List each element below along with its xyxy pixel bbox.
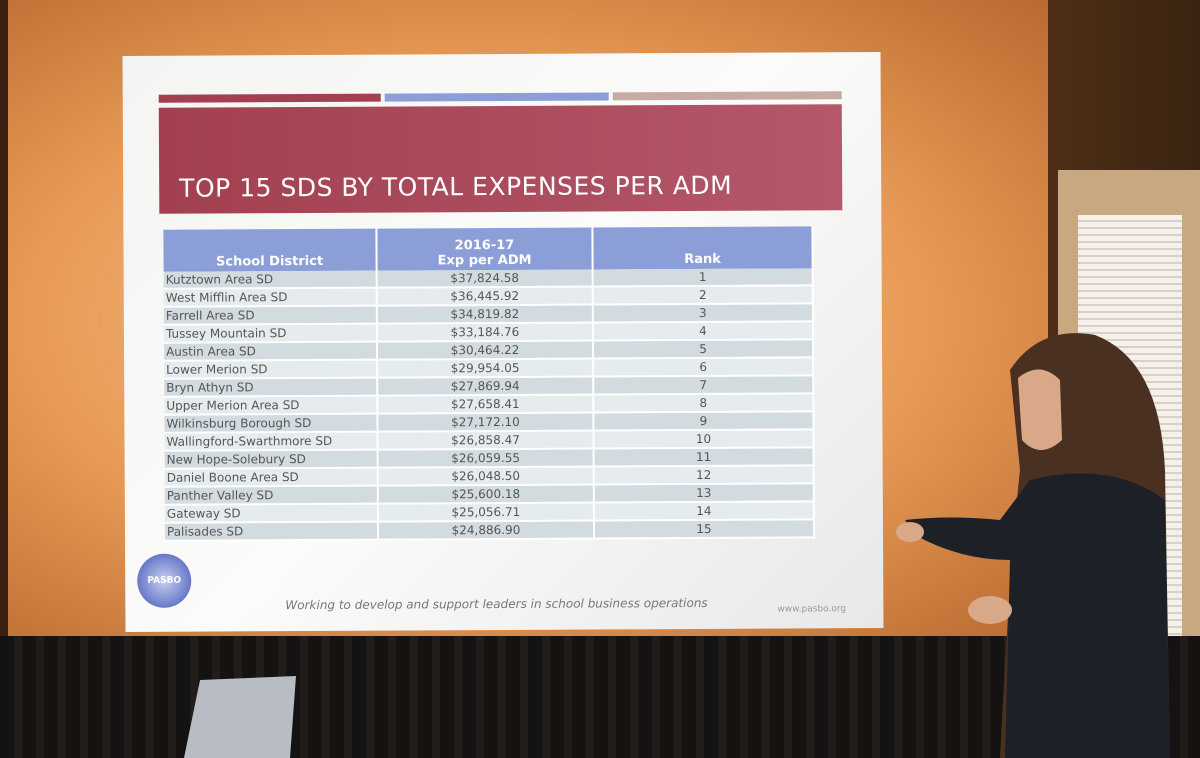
presenter-hand [896, 522, 924, 542]
presenter-face [1018, 369, 1062, 450]
presenter-hand [968, 596, 1012, 624]
laptop [184, 676, 296, 758]
presenter-body [905, 473, 1170, 758]
